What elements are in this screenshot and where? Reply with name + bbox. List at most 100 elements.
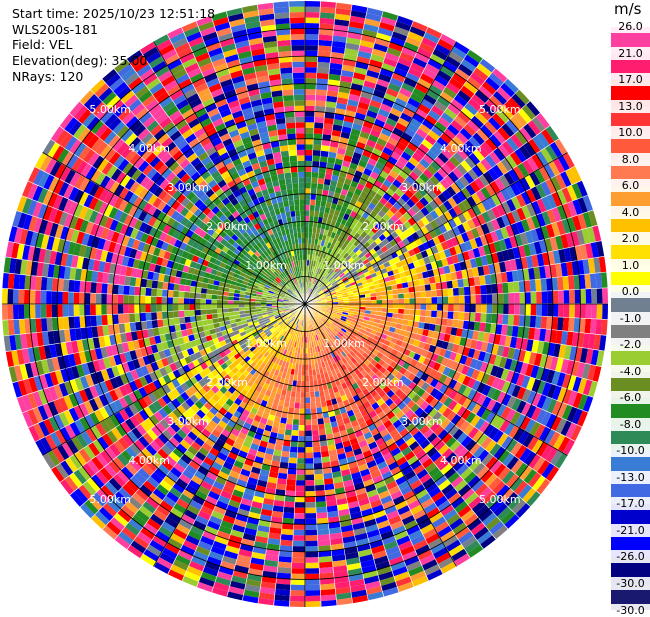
velocity-gate <box>318 424 325 430</box>
velocity-gate <box>217 304 223 309</box>
velocity-gate <box>280 534 293 541</box>
velocity-gate <box>305 111 315 117</box>
velocity-gate <box>310 392 315 398</box>
velocity-gate <box>63 317 70 330</box>
velocity-gate <box>305 78 317 84</box>
velocity-gate <box>314 463 323 469</box>
velocity-gate <box>458 312 464 321</box>
velocity-gate <box>535 279 542 292</box>
velocity-gate <box>393 294 399 299</box>
velocity-gate <box>41 318 48 332</box>
velocity-gate <box>292 419 299 425</box>
velocity-gate <box>305 552 318 558</box>
velocity-gate <box>156 304 162 312</box>
velocity-gate <box>151 312 157 320</box>
velocity-gate <box>299 425 306 431</box>
velocity-gate <box>569 290 575 304</box>
velocity-gate <box>305 359 308 365</box>
velocity-gate <box>459 296 465 304</box>
velocity-gate <box>398 294 404 299</box>
velocity-gate <box>313 139 322 145</box>
velocity-gate <box>426 310 432 317</box>
velocity-gate <box>118 304 124 314</box>
velocity-gate <box>314 122 324 128</box>
velocity-gate <box>305 546 318 552</box>
velocity-gate <box>290 596 305 602</box>
velocity-gate <box>310 403 316 409</box>
velocity-gate <box>239 304 245 308</box>
velocity-gate <box>282 446 290 452</box>
velocity-gate <box>503 293 509 304</box>
velocity-gate <box>393 304 399 309</box>
velocity-gate <box>123 304 129 313</box>
velocity-gate <box>286 479 296 485</box>
velocity-gate <box>448 312 454 320</box>
velocity-gate <box>305 502 316 508</box>
velocity-gate <box>52 304 58 317</box>
velocity-gate <box>295 497 305 503</box>
velocity-gate <box>130 322 137 332</box>
velocity-gate <box>319 567 333 574</box>
velocity-gate <box>152 320 159 328</box>
velocity-gate <box>419 285 425 292</box>
velocity-gate <box>470 304 476 313</box>
velocity-gate <box>299 414 305 420</box>
velocity-gate <box>569 304 575 318</box>
velocity-gate <box>297 447 305 453</box>
velocity-gate <box>293 541 306 547</box>
velocity-gate <box>313 447 321 453</box>
velocity-gate <box>291 563 305 569</box>
velocity-gate <box>323 473 333 480</box>
velocity-gate <box>317 529 329 536</box>
velocity-gate <box>547 291 553 304</box>
velocity-gate <box>457 320 464 329</box>
velocity-gate <box>536 292 542 304</box>
velocity-gate <box>290 590 305 596</box>
velocity-gate <box>295 486 305 492</box>
velocity-gate <box>481 304 487 313</box>
velocity-gate <box>30 304 36 318</box>
velocity-gate <box>432 304 438 311</box>
velocity-gate <box>404 304 410 309</box>
velocity-gate <box>502 314 508 325</box>
velocity-gate <box>602 288 608 304</box>
velocity-gate <box>305 535 317 541</box>
velocity-gate <box>305 172 312 178</box>
velocity-gate <box>580 289 586 304</box>
velocity-gate <box>311 408 317 414</box>
velocity-gate <box>586 304 592 319</box>
velocity-gate <box>305 574 319 580</box>
velocity-gate <box>430 283 436 290</box>
velocity-gate <box>597 304 603 319</box>
velocity-gate <box>305 464 314 470</box>
velocity-gate <box>542 291 548 304</box>
velocity-gate <box>74 304 80 316</box>
velocity-gate <box>305 409 311 415</box>
velocity-gate <box>447 319 453 327</box>
velocity-gate <box>57 304 63 317</box>
velocity-gate <box>509 293 515 304</box>
velocity-gate <box>305 370 309 376</box>
velocity-gate <box>465 304 471 313</box>
velocity-gate <box>305 563 319 569</box>
velocity-gate <box>286 485 296 491</box>
velocity-gate <box>146 320 153 329</box>
velocity-gate <box>281 529 293 535</box>
velocity-gate <box>305 524 317 530</box>
velocity-gate <box>431 290 437 297</box>
velocity-gate <box>305 425 312 431</box>
velocity-gate <box>311 183 318 189</box>
velocity-gate <box>480 285 486 295</box>
velocity-gate <box>321 456 330 463</box>
velocity-gate <box>553 291 559 304</box>
velocity-gate <box>305 199 310 205</box>
velocity-gate <box>318 429 325 435</box>
velocity-gate <box>421 304 427 310</box>
velocity-gate <box>321 151 330 158</box>
velocity-gate <box>568 276 575 290</box>
velocity-gate <box>24 304 30 319</box>
velocity-gate <box>305 403 310 409</box>
velocity-gate <box>173 304 179 311</box>
velocity-gate <box>206 299 212 304</box>
velocity-gate <box>541 316 548 329</box>
